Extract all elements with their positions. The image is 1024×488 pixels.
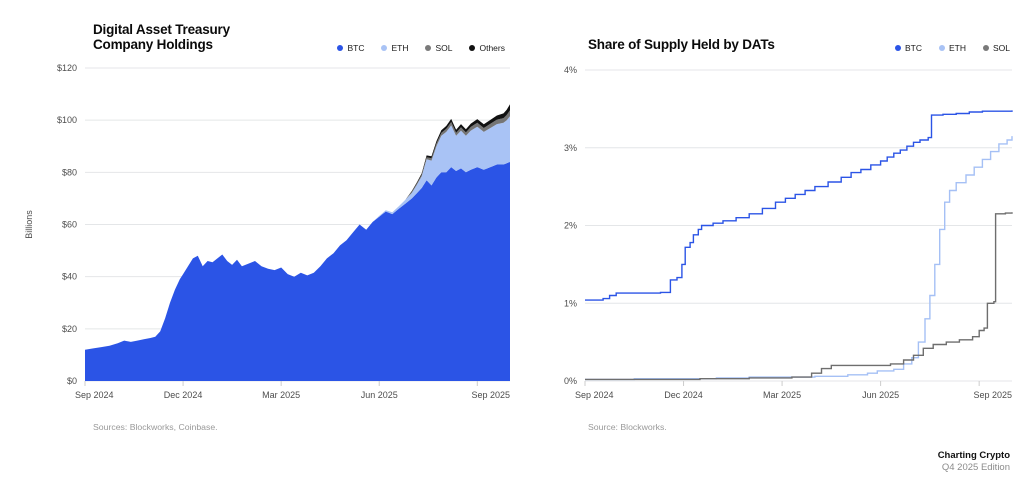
line-series-btc [585,110,1013,301]
brand-name: Charting Crypto [937,450,1010,461]
x-axis-tick-label: Jun 2025 [862,390,899,400]
area-series-eth [85,116,510,350]
legend-item-sol: SOL [982,43,1010,53]
legend-label: BTC [347,43,365,53]
x-axis-tick-label: Sep 2025 [973,390,1012,400]
holdings-stacked-area-chart: $120 $100 $80 $60 $40 $20 $0 Sep 2024 Dec 2024 Ma… [24,63,510,400]
supply-share-chart-legend: BTC ETH SOL [894,43,1010,53]
y-axis-tick-label: 3% [564,143,577,153]
legend-dot-icon [469,45,476,51]
y-axis-tick-label: $20 [62,324,77,334]
y-axis-tick-label: $80 [62,167,77,177]
line-series-group [585,110,1013,381]
holdings-chart-legend: BTC ETH SOL Others [337,43,505,53]
supply-share-chart-panel: Share of Supply Held by DATs BTC ETH SOL 4… [540,20,1024,460]
legend-dot-icon [894,45,901,51]
legend-label: SOL [435,43,453,53]
x-axis-tick-label: Sep 2024 [75,390,114,400]
legend-item-eth: ETH [381,43,408,53]
edition-label: Q4 2025 Edition [941,461,1010,473]
line-series-sol [585,212,1013,381]
holdings-chart-panel: Digital Asset Treasury Company Holdings … [20,20,520,460]
y-axis-tick-label: 2% [564,221,577,231]
y-axis-tick-label: 4% [564,65,577,75]
stacked-areas [85,104,510,381]
x-axis-tick-label: Sep 2025 [471,390,510,400]
legend-item-others: Others [469,43,505,53]
x-axis-tick-label: Dec 2024 [164,390,203,400]
supply-share-chart-title: Share of Supply Held by DATs [588,37,775,52]
gridlines: 4% 3% 2% 1% 0% [564,65,1012,386]
y-axis-tick-label: $0 [67,376,77,386]
legend-dot-icon [425,45,432,51]
holdings-chart-source: Sources: Blockworks, Coinbase. [93,422,218,432]
area-series-btc [85,161,510,381]
y-axis-unit-label: Billions [24,210,34,239]
supply-share-line-chart: 4% 3% 2% 1% 0% Sep 2024 Dec 2024 Mar 2025 Jun 20… [564,65,1013,400]
legend-label: BTC [904,43,922,53]
holdings-chart-title: Digital Asset Treasury Company Holdings [93,22,230,52]
legend-item-btc: BTC [337,43,364,53]
y-axis-tick-label: 1% [564,298,577,308]
legend-item-sol: SOL [425,43,452,53]
x-axis-tick-label: Mar 2025 [262,390,300,400]
x-axis: Sep 2024 Dec 2024 Mar 2025 Jun 2025 Sep 2025 [575,381,1012,400]
edition-footer: Charting Crypto Q4 2025 Edition [938,450,1010,473]
y-axis-tick-label: $60 [62,220,77,230]
y-axis-tick-label: $120 [57,63,77,73]
legend-dot-icon [337,45,344,51]
x-axis: Sep 2024 Dec 2024 Mar 2025 Jun 2025 Sep 2025 [75,381,510,400]
legend-dot-icon [381,45,388,51]
y-axis-tick-label: $100 [57,115,77,125]
x-axis-tick-label: Mar 2025 [763,390,801,400]
y-axis-tick-label: $40 [62,272,77,282]
line-series-eth [585,136,1013,381]
legend-label: ETH [948,43,966,53]
legend-dot-icon [938,45,945,51]
legend-item-btc: BTC [894,43,922,53]
y-axis-tick-label: 0% [564,376,577,386]
supply-share-chart-source: Source: Blockworks. [588,422,667,432]
legend-label: ETH [391,43,409,53]
x-axis-tick-label: Sep 2024 [575,390,614,400]
legend-label: SOL [992,43,1010,53]
area-series-others [85,104,510,350]
x-axis-tick-label: Dec 2024 [664,390,703,400]
legend-item-eth: ETH [938,43,966,53]
legend-dot-icon [982,45,989,51]
legend-label: Others [479,43,505,53]
x-axis-tick-label: Jun 2025 [361,390,398,400]
